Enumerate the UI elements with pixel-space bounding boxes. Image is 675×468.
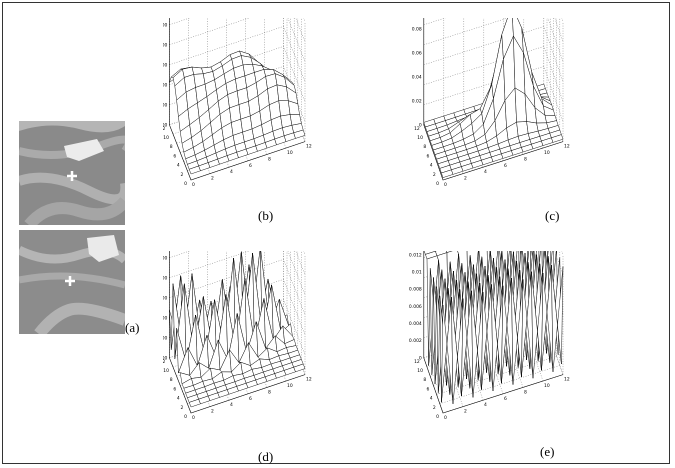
y-tick-label: 8 — [423, 144, 426, 150]
y-tick-label: 12 — [414, 126, 420, 132]
y-tick-label: 0 — [436, 414, 439, 420]
z-tick-label: 6000 — [163, 255, 168, 261]
y-tick-label: 6 — [427, 386, 430, 392]
crosshair-icon — [67, 171, 77, 181]
y-tick-label: 10 — [417, 368, 423, 374]
z-tick-label: 2000 — [163, 102, 168, 108]
y-tick-label: 12 — [163, 359, 166, 365]
crosshair-icon — [65, 276, 75, 286]
z-tick-label: 6000 — [163, 22, 168, 28]
y-tick-label: 0 — [184, 181, 187, 187]
y-tick-label: 8 — [170, 144, 173, 150]
x-tick-label: 6 — [504, 163, 507, 169]
x-tick-label: 6 — [504, 396, 507, 402]
y-tick-label: 0 — [436, 181, 439, 187]
surface-plot-b: 7000600050004000300020001000024681012024… — [163, 18, 413, 208]
z-tick-label: 0.04 — [412, 74, 422, 80]
panel-label-a: (a) — [125, 320, 140, 335]
x-tick-label: 12 — [564, 377, 570, 383]
figure-frame: (a) 700060005000400030002000100002468101… — [2, 2, 670, 464]
y-tick-label: 4 — [177, 396, 180, 402]
photo-top — [19, 121, 125, 225]
y-tick-label: 2 — [181, 172, 184, 178]
z-tick-label: 1000 — [163, 122, 168, 128]
z-tick-label: 0.08 — [412, 26, 422, 32]
x-tick-label: 2 — [464, 176, 467, 182]
z-tick-label: 0.012 — [409, 252, 422, 258]
y-tick-label: 2 — [181, 405, 184, 411]
panel-label-b: (b) — [258, 208, 274, 223]
x-tick-label: 8 — [268, 389, 271, 395]
z-tick-label: 4000 — [163, 295, 168, 301]
x-tick-label: 4 — [484, 402, 487, 408]
y-tick-label: 12 — [163, 126, 166, 132]
panel-label-e: (e) — [540, 444, 555, 459]
z-tick-label: 0.02 — [412, 98, 422, 104]
x-tick-label: 2 — [211, 176, 214, 182]
y-tick-label: 10 — [163, 368, 169, 374]
x-tick-label: 10 — [287, 383, 293, 389]
y-tick-label: 4 — [430, 163, 433, 169]
y-tick-label: 2 — [433, 172, 436, 178]
y-tick-label: 10 — [417, 135, 423, 141]
photo-bottom — [19, 230, 125, 334]
x-tick-label: 10 — [287, 150, 293, 156]
x-tick-label: 2 — [464, 409, 467, 415]
surface-plot-e: 0.0140.0120.010.0080.0060.0040.002002468… — [403, 251, 663, 446]
y-tick-label: 8 — [423, 377, 426, 383]
z-tick-label: 1000 — [163, 355, 168, 361]
x-tick-label: 8 — [524, 389, 527, 395]
y-tick-label: 2 — [433, 405, 436, 411]
z-tick-label: 0.008 — [409, 287, 422, 293]
surface-plot-d: 7000600050004000300020001000024681012024… — [163, 251, 413, 446]
x-tick-label: 12 — [306, 144, 312, 150]
z-tick-label: 0.006 — [409, 304, 422, 310]
x-tick-label: 0 — [192, 182, 195, 188]
x-tick-label: 6 — [249, 396, 252, 402]
x-tick-label: 8 — [524, 156, 527, 162]
x-tick-label: 8 — [268, 156, 271, 162]
x-tick-label: 6 — [249, 163, 252, 169]
x-tick-label: 12 — [564, 144, 570, 150]
x-tick-label: 0 — [444, 182, 447, 188]
z-tick-label: 3000 — [163, 315, 168, 321]
z-tick-label: 0.002 — [409, 338, 422, 344]
panel-label-c: (c) — [545, 208, 560, 223]
z-tick-label: 5000 — [163, 275, 168, 281]
y-tick-label: 6 — [173, 153, 176, 159]
z-tick-label: 5000 — [163, 42, 168, 48]
z-tick-label: 0.01 — [412, 270, 422, 276]
z-tick-label: 2000 — [163, 335, 168, 341]
y-tick-label: 4 — [177, 163, 180, 169]
x-tick-label: 12 — [306, 377, 312, 383]
y-tick-label: 6 — [427, 153, 430, 159]
surface-mesh — [423, 18, 564, 178]
z-tick-label: 0 — [419, 122, 422, 128]
x-tick-label: 10 — [544, 150, 550, 156]
x-tick-label: 0 — [192, 415, 195, 421]
y-tick-label: 8 — [170, 377, 173, 383]
panel-label-d: (d) — [258, 449, 274, 464]
y-tick-label: 0 — [184, 414, 187, 420]
surface-mesh — [168, 50, 306, 175]
z-tick-label: 3000 — [163, 82, 168, 88]
y-tick-label: 4 — [430, 396, 433, 402]
x-tick-label: 10 — [544, 383, 550, 389]
x-tick-label: 4 — [230, 402, 233, 408]
x-tick-label: 4 — [484, 169, 487, 175]
z-tick-label: 0 — [419, 355, 422, 361]
surface-mesh — [423, 251, 564, 404]
z-tick-label: 0.004 — [409, 321, 422, 327]
surface-mesh — [169, 251, 306, 408]
y-tick-label: 10 — [163, 135, 169, 141]
z-tick-label: 4000 — [163, 62, 168, 68]
x-tick-label: 2 — [211, 409, 214, 415]
y-tick-label: 12 — [414, 359, 420, 365]
x-tick-label: 4 — [230, 169, 233, 175]
z-tick-label: 0.06 — [412, 50, 422, 56]
x-tick-label: 0 — [444, 415, 447, 421]
y-tick-label: 6 — [173, 386, 176, 392]
